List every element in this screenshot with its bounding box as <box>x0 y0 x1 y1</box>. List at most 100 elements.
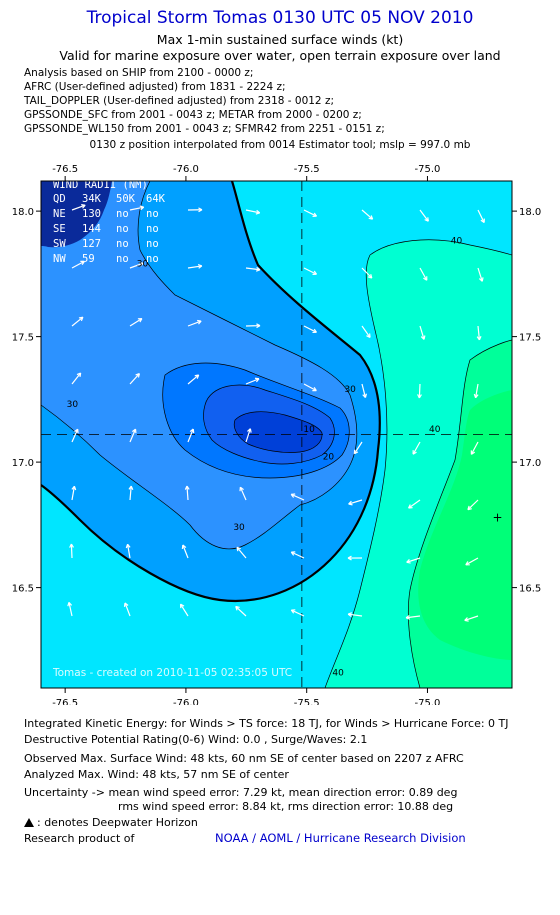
contour-label: 30 <box>344 385 356 395</box>
contour-lines-thin <box>41 181 512 688</box>
creation-watermark: Tomas - created on 2010-11-05 02:35:05 U… <box>52 667 292 679</box>
analyzed-max-wind: Analyzed Max. Wind: 48 kts, 57 nm SE of … <box>24 768 289 781</box>
interpolation-note: 0130 z position interpolated from 0014 E… <box>89 139 471 151</box>
wind-arrow <box>348 499 363 506</box>
wind-arrow <box>477 267 484 282</box>
x-tick-label-bottom: -75.0 <box>415 698 441 705</box>
wind-arrow <box>129 317 143 327</box>
contour-label: 30 <box>233 523 245 533</box>
wind-arrow <box>187 428 195 443</box>
wind-arrow <box>71 485 77 501</box>
wind-arrow <box>129 205 145 211</box>
uncertainty-rms-line: rms wind speed error: 8.84 kt, rms direc… <box>118 800 454 813</box>
wind-arrow <box>477 209 485 224</box>
wind-arrow <box>129 261 144 269</box>
wind-arrow <box>353 441 363 455</box>
wind-arrow <box>303 325 317 334</box>
wind-arrow <box>69 543 74 559</box>
dpr-line: Destructive Potential Rating(0-6) Wind: … <box>24 733 368 746</box>
wind-arrow <box>405 614 421 620</box>
wind-arrow <box>464 615 479 622</box>
x-tick-label-bottom: -76.5 <box>52 698 78 705</box>
wind-arrow <box>290 551 305 559</box>
center-crosshair <box>41 181 512 688</box>
wind-arrow <box>239 486 247 501</box>
y-tick-label-left: 17.0 <box>12 458 34 469</box>
wind-arrow <box>187 263 203 269</box>
contour-label: 20 <box>323 453 335 463</box>
source-line: Analysis based on SHIP from 2100 - 0000 … <box>24 67 254 79</box>
y-tick-label-left: 17.5 <box>12 333 34 344</box>
wind-arrow <box>361 325 371 338</box>
wind-arrow <box>361 267 373 279</box>
wind-arrow <box>71 372 82 385</box>
wind-arrow <box>128 485 134 501</box>
wind-arrow <box>361 383 368 398</box>
chart-subtitle: Max 1-min sustained surface winds (kt) <box>156 32 404 47</box>
wind-arrow <box>71 204 86 211</box>
x-tick-label-top: -76.0 <box>173 164 199 175</box>
wind-arrow <box>123 602 131 617</box>
wind-arrow <box>245 209 261 215</box>
wind-arrow <box>129 428 137 443</box>
wind-arrow <box>408 499 421 509</box>
y-tick-label-right: 18.0 <box>519 207 541 218</box>
deepwater-horizon-note: : denotes Deepwater Horizon <box>24 816 198 829</box>
wind-region-48kt <box>234 411 323 453</box>
x-tick-label-top: -75.0 <box>415 164 441 175</box>
ike-line: Integrated Kinetic Energy: for Winds > T… <box>24 717 509 730</box>
wind-radii-row: SE 144 no no <box>53 223 159 235</box>
contour-label: 40 <box>429 425 441 435</box>
wind-arrow <box>473 383 479 399</box>
wind-region-45kt <box>418 390 512 660</box>
observed-max-wind: Observed Max. Surface Wind: 48 kts, 60 n… <box>24 752 464 765</box>
wind-arrow <box>467 499 479 511</box>
wind-arrow <box>417 383 422 399</box>
wind-arrow <box>303 383 317 392</box>
wind-arrow <box>245 428 252 443</box>
wind-arrow <box>245 323 261 329</box>
chart-subtitle-exposure: Valid for marine exposure over water, op… <box>59 48 501 63</box>
wind-field-map: 40 40 40 30 30 30 30 20 10 + WIND RADII (NM) QD … <box>12 164 542 705</box>
y-tick-label-left: 18.0 <box>12 207 34 218</box>
wind-arrow <box>347 555 363 561</box>
wind-arrow <box>245 377 260 385</box>
wind-arrow <box>245 266 261 272</box>
source-line: GPSSONDE_WL150 from 2001 - 0043 z; SFMR4… <box>24 123 385 135</box>
wind-arrow <box>184 485 190 501</box>
wind-radii-row: SW 127 no no <box>53 238 159 250</box>
contour-lines-34kt <box>41 181 381 602</box>
source-line: TAIL_DOPPLER (User-defined adjusted) fro… <box>24 95 334 107</box>
wind-radii-table: WIND RADII (NM) QD 34K 50K 64K NE 130 no… <box>53 179 166 265</box>
wind-arrow <box>303 209 318 217</box>
wind-arrow <box>129 373 140 385</box>
wind-arrow <box>125 543 131 559</box>
wind-arrow <box>71 428 79 443</box>
wind-arrow <box>419 209 429 222</box>
contour-label: 10 <box>303 425 315 435</box>
wind-arrow <box>187 319 202 327</box>
land-hispaniola <box>41 181 112 248</box>
wind-arrow <box>181 544 189 559</box>
wind-arrow <box>361 209 374 220</box>
research-product-label: Research product of <box>24 832 135 845</box>
chart-title: Tropical Storm Tomas 0130 UTC 05 NOV 201… <box>86 8 474 28</box>
axes: -76.5 -76.5 -76.0 -76.0 -75.5 -75.5 -75.0 -75.0… <box>12 164 542 705</box>
contour-label: 30 <box>137 259 149 269</box>
contour-labels: 40 40 40 30 30 30 30 20 10 <box>67 237 463 679</box>
wind-arrow <box>303 267 318 275</box>
x-tick-label-top: -75.5 <box>294 164 320 175</box>
wind-arrow <box>419 267 428 281</box>
y-tick-label-right: 16.5 <box>519 584 541 595</box>
source-line: GPSSONDE_SFC from 2001 - 0043 z; METAR f… <box>24 109 362 121</box>
x-tick-label-bottom: -76.0 <box>173 698 199 705</box>
wind-arrow <box>235 605 247 617</box>
max-wind-marker: + <box>492 510 502 524</box>
wind-radii-title: WIND RADII (NM) <box>53 179 148 191</box>
triangle-icon <box>24 818 34 827</box>
wind-arrow <box>465 557 479 566</box>
y-tick-label-left: 16.5 <box>12 584 34 595</box>
wind-arrow <box>406 557 421 564</box>
wind-arrow <box>347 612 363 618</box>
y-tick-label-right: 17.0 <box>519 458 541 469</box>
